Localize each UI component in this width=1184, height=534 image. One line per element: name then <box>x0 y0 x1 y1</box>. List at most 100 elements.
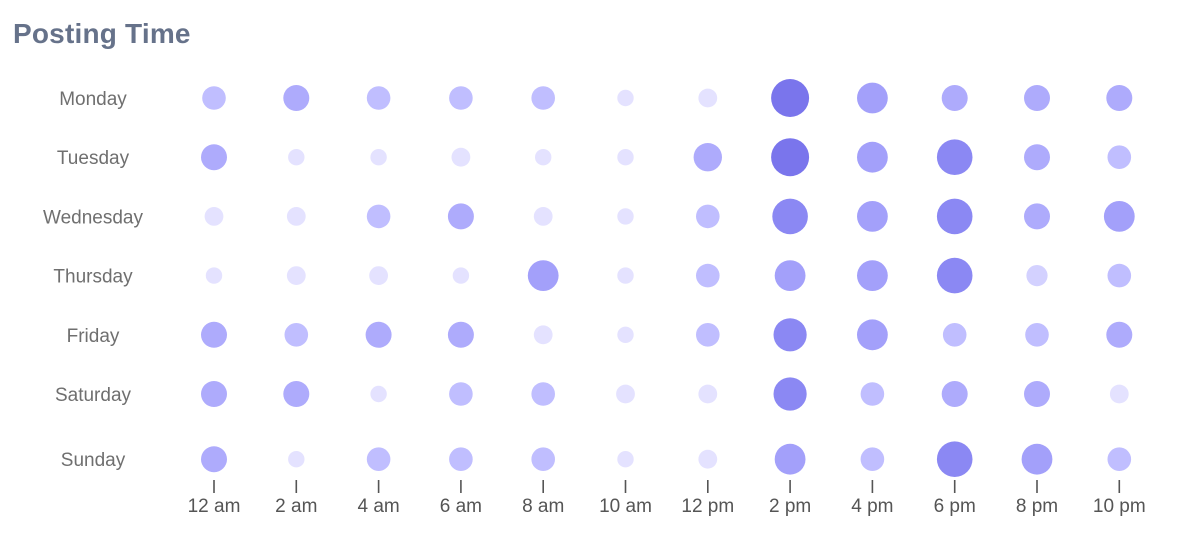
bubble-thursday-4-am[interactable] <box>369 266 388 285</box>
bubble-monday-2-am[interactable] <box>283 85 310 111</box>
bubble-tuesday-8-pm[interactable] <box>1024 144 1050 171</box>
bubble-thursday-12-am[interactable] <box>205 267 223 284</box>
bubble-tuesday-4-am[interactable] <box>370 149 387 166</box>
bubble-wednesday-4-am[interactable] <box>366 204 391 229</box>
bubble-saturday-2-pm[interactable] <box>773 377 807 411</box>
bubble-monday-2-pm[interactable] <box>771 79 810 117</box>
bubble-saturday-12-am[interactable] <box>201 381 227 407</box>
bubble-monday-4-pm[interactable] <box>857 82 888 114</box>
bubble-wednesday-8-am[interactable] <box>533 207 553 226</box>
bubble-saturday-10-pm[interactable] <box>1109 384 1129 404</box>
bubble-friday-4-am[interactable] <box>365 321 392 348</box>
bubble-sunday-2-am[interactable] <box>288 451 305 468</box>
bubble-friday-2-am[interactable] <box>284 323 309 347</box>
bubble-friday-6-am[interactable] <box>447 321 474 348</box>
bubble-monday-8-am[interactable] <box>531 86 555 110</box>
bubble-tuesday-4-pm[interactable] <box>857 141 888 173</box>
bubble-wednesday-6-pm[interactable] <box>936 198 973 235</box>
bubble-sunday-12-am[interactable] <box>201 446 227 473</box>
day-label-sunday: Sunday <box>61 450 126 471</box>
bubble-wednesday-2-am[interactable] <box>286 207 306 226</box>
bubble-thursday-6-pm[interactable] <box>936 257 973 294</box>
bubble-wednesday-4-pm[interactable] <box>857 201 888 232</box>
bubble-thursday-2-am[interactable] <box>286 266 306 285</box>
bubble-thursday-8-am[interactable] <box>527 260 559 291</box>
bubble-friday-10-pm[interactable] <box>1106 321 1133 348</box>
bubble-friday-8-pm[interactable] <box>1025 323 1049 347</box>
day-label-tuesday: Tuesday <box>57 148 130 169</box>
bubble-friday-8-am[interactable] <box>533 325 553 345</box>
bubble-saturday-8-am[interactable] <box>531 382 555 406</box>
day-label-saturday: Saturday <box>55 385 132 406</box>
x-label-12-am: 12 am <box>188 496 241 517</box>
x-label-8-pm: 8 pm <box>1016 496 1058 517</box>
bubble-friday-12-pm[interactable] <box>696 323 720 347</box>
bubble-friday-10-am[interactable] <box>617 326 634 343</box>
bubble-thursday-4-pm[interactable] <box>857 260 888 291</box>
bubble-saturday-12-pm[interactable] <box>698 384 718 404</box>
bubble-tuesday-10-am[interactable] <box>617 149 634 166</box>
bubble-friday-12-am[interactable] <box>201 321 227 348</box>
bubble-sunday-8-pm[interactable] <box>1021 443 1053 475</box>
bubble-monday-10-am[interactable] <box>617 89 634 107</box>
bubble-thursday-10-pm[interactable] <box>1107 263 1132 288</box>
bubble-sunday-6-pm[interactable] <box>936 441 973 478</box>
bubble-saturday-2-am[interactable] <box>283 381 310 407</box>
bubble-friday-6-pm[interactable] <box>942 323 967 347</box>
bubble-wednesday-10-am[interactable] <box>617 208 634 225</box>
bubble-tuesday-6-am[interactable] <box>451 147 471 167</box>
bubble-tuesday-2-am[interactable] <box>288 149 305 166</box>
bubble-sunday-10-am[interactable] <box>617 451 634 468</box>
bubble-thursday-12-pm[interactable] <box>696 263 720 288</box>
bubble-monday-4-am[interactable] <box>366 86 391 110</box>
bubble-sunday-10-pm[interactable] <box>1107 447 1132 472</box>
bubble-wednesday-12-am[interactable] <box>204 207 224 226</box>
bubble-monday-6-am[interactable] <box>449 86 473 110</box>
bubble-thursday-6-am[interactable] <box>452 267 470 284</box>
x-label-6-am: 6 am <box>440 496 482 517</box>
bubble-wednesday-6-am[interactable] <box>447 203 474 230</box>
bubble-thursday-8-pm[interactable] <box>1026 265 1048 287</box>
bubble-wednesday-10-pm[interactable] <box>1103 201 1135 232</box>
bubble-saturday-10-am[interactable] <box>616 384 635 404</box>
x-label-10-pm: 10 pm <box>1093 496 1146 517</box>
bubble-sunday-6-am[interactable] <box>449 447 473 472</box>
x-label-6-pm: 6 pm <box>934 496 976 517</box>
bubble-sunday-4-pm[interactable] <box>860 447 885 472</box>
bubble-tuesday-6-pm[interactable] <box>936 139 973 175</box>
bubble-wednesday-12-pm[interactable] <box>696 204 720 229</box>
bubble-sunday-2-pm[interactable] <box>774 443 806 475</box>
day-label-monday: Monday <box>59 89 127 110</box>
bubble-sunday-8-am[interactable] <box>531 447 555 472</box>
bubble-sunday-4-am[interactable] <box>366 447 391 472</box>
bubble-friday-4-pm[interactable] <box>857 319 888 351</box>
bubble-tuesday-12-pm[interactable] <box>693 143 722 172</box>
bubble-monday-6-pm[interactable] <box>941 85 968 111</box>
x-label-8-am: 8 am <box>522 496 564 517</box>
bubble-monday-12-pm[interactable] <box>698 88 718 108</box>
bubble-wednesday-8-pm[interactable] <box>1024 203 1050 230</box>
x-label-10-am: 10 am <box>599 496 652 517</box>
bubble-tuesday-8-am[interactable] <box>535 149 552 166</box>
day-label-thursday: Thursday <box>53 267 133 288</box>
bubble-thursday-2-pm[interactable] <box>774 260 806 291</box>
x-label-2-pm: 2 pm <box>769 496 811 517</box>
bubble-wednesday-2-pm[interactable] <box>772 198 808 235</box>
bubble-sunday-12-pm[interactable] <box>698 449 718 469</box>
bubble-saturday-4-pm[interactable] <box>860 382 885 406</box>
bubble-saturday-6-am[interactable] <box>449 382 473 406</box>
x-label-2-am: 2 am <box>275 496 317 517</box>
bubble-monday-8-pm[interactable] <box>1024 85 1050 111</box>
bubble-friday-2-pm[interactable] <box>773 318 807 352</box>
bubble-tuesday-2-pm[interactable] <box>771 138 810 177</box>
bubble-saturday-4-am[interactable] <box>370 385 387 403</box>
bubble-saturday-6-pm[interactable] <box>941 381 968 407</box>
bubble-monday-10-pm[interactable] <box>1106 85 1133 111</box>
bubble-saturday-8-pm[interactable] <box>1024 381 1050 407</box>
bubble-tuesday-10-pm[interactable] <box>1107 145 1132 169</box>
bubble-thursday-10-am[interactable] <box>617 267 634 284</box>
day-label-wednesday: Wednesday <box>43 207 143 228</box>
bubble-tuesday-12-am[interactable] <box>201 144 227 171</box>
bubble-monday-12-am[interactable] <box>202 86 226 110</box>
